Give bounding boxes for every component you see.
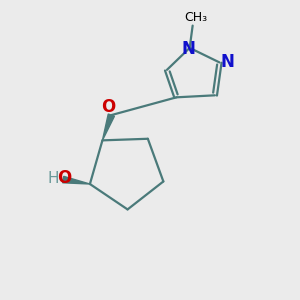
- Text: N: N: [220, 53, 234, 71]
- Text: O: O: [57, 169, 71, 187]
- Polygon shape: [63, 176, 90, 184]
- Text: N: N: [181, 40, 195, 58]
- Text: O: O: [101, 98, 116, 116]
- Text: CH₃: CH₃: [184, 11, 207, 24]
- Text: H: H: [48, 171, 59, 186]
- Polygon shape: [102, 114, 114, 140]
